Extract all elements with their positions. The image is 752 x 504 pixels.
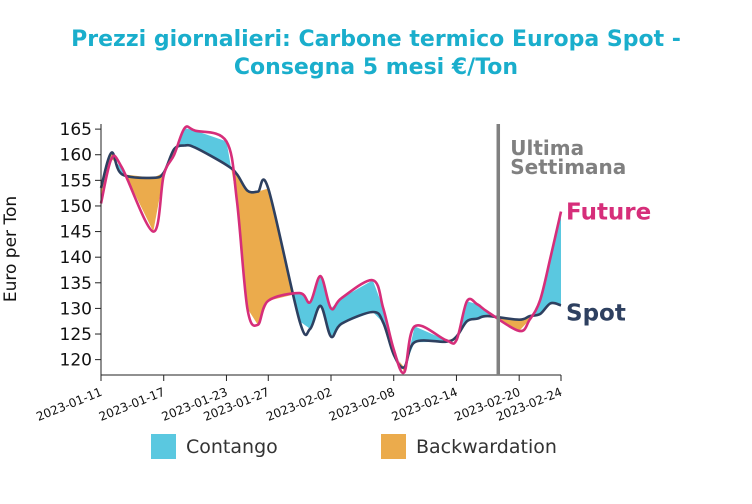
spot-series-line bbox=[99, 143, 562, 369]
backwardation-area-4 bbox=[231, 169, 294, 325]
axes: 120 125 130 135 140 145 150 155 160 165 2023-01-11… bbox=[34, 120, 564, 424]
x-tick-label: 2023-02-08 bbox=[327, 385, 397, 424]
spot-series-label: Spot bbox=[566, 300, 626, 326]
y-tick-label: 165 bbox=[60, 120, 92, 140]
y-tick-label: 130 bbox=[60, 299, 92, 319]
x-tick-label: 2023-01-11 bbox=[34, 385, 104, 424]
annotation-label-line-1: Ultima bbox=[510, 136, 584, 160]
legend-contango-label: Contango bbox=[186, 436, 278, 458]
legend-backwardation-label: Backwardation bbox=[416, 436, 557, 458]
chart-title-line-2: Consegna 5 mesi €/Ton bbox=[234, 55, 518, 80]
y-axis-label: Euro per Ton bbox=[1, 196, 21, 302]
x-tick-label: 2023-01-17 bbox=[97, 385, 167, 424]
y-tick-label: 145 bbox=[60, 223, 92, 243]
y-tick-label: 155 bbox=[60, 171, 92, 191]
y-tick-label: 120 bbox=[60, 351, 92, 371]
contango-area-5 bbox=[293, 276, 399, 361]
x-tick-label: 2023-02-14 bbox=[390, 385, 460, 424]
legend: Contango Backwardation bbox=[151, 434, 557, 459]
y-tick-label: 140 bbox=[60, 248, 92, 268]
annotation-label-line-2: Settimana bbox=[510, 155, 626, 179]
y-tick-label: 135 bbox=[60, 274, 92, 294]
legend-contango-swatch bbox=[151, 434, 176, 459]
contango-area-7 bbox=[406, 326, 450, 362]
y-tick-label: 150 bbox=[60, 197, 92, 217]
x-tick-label: 2023-02-02 bbox=[264, 385, 334, 424]
legend-backwardation-swatch bbox=[381, 434, 406, 459]
chart-title-line-1: Prezzi giornalieri: Carbone termico Euro… bbox=[71, 27, 681, 52]
y-tick-label: 125 bbox=[60, 325, 92, 345]
backwardation-area-2 bbox=[125, 148, 177, 232]
future-series-label: Future bbox=[566, 200, 651, 226]
fill-areas bbox=[101, 128, 561, 373]
contango-area-11 bbox=[531, 211, 561, 316]
series-lines: Future Spot bbox=[99, 125, 651, 375]
y-tick-label: 160 bbox=[60, 146, 92, 166]
future-series-line bbox=[99, 125, 563, 375]
